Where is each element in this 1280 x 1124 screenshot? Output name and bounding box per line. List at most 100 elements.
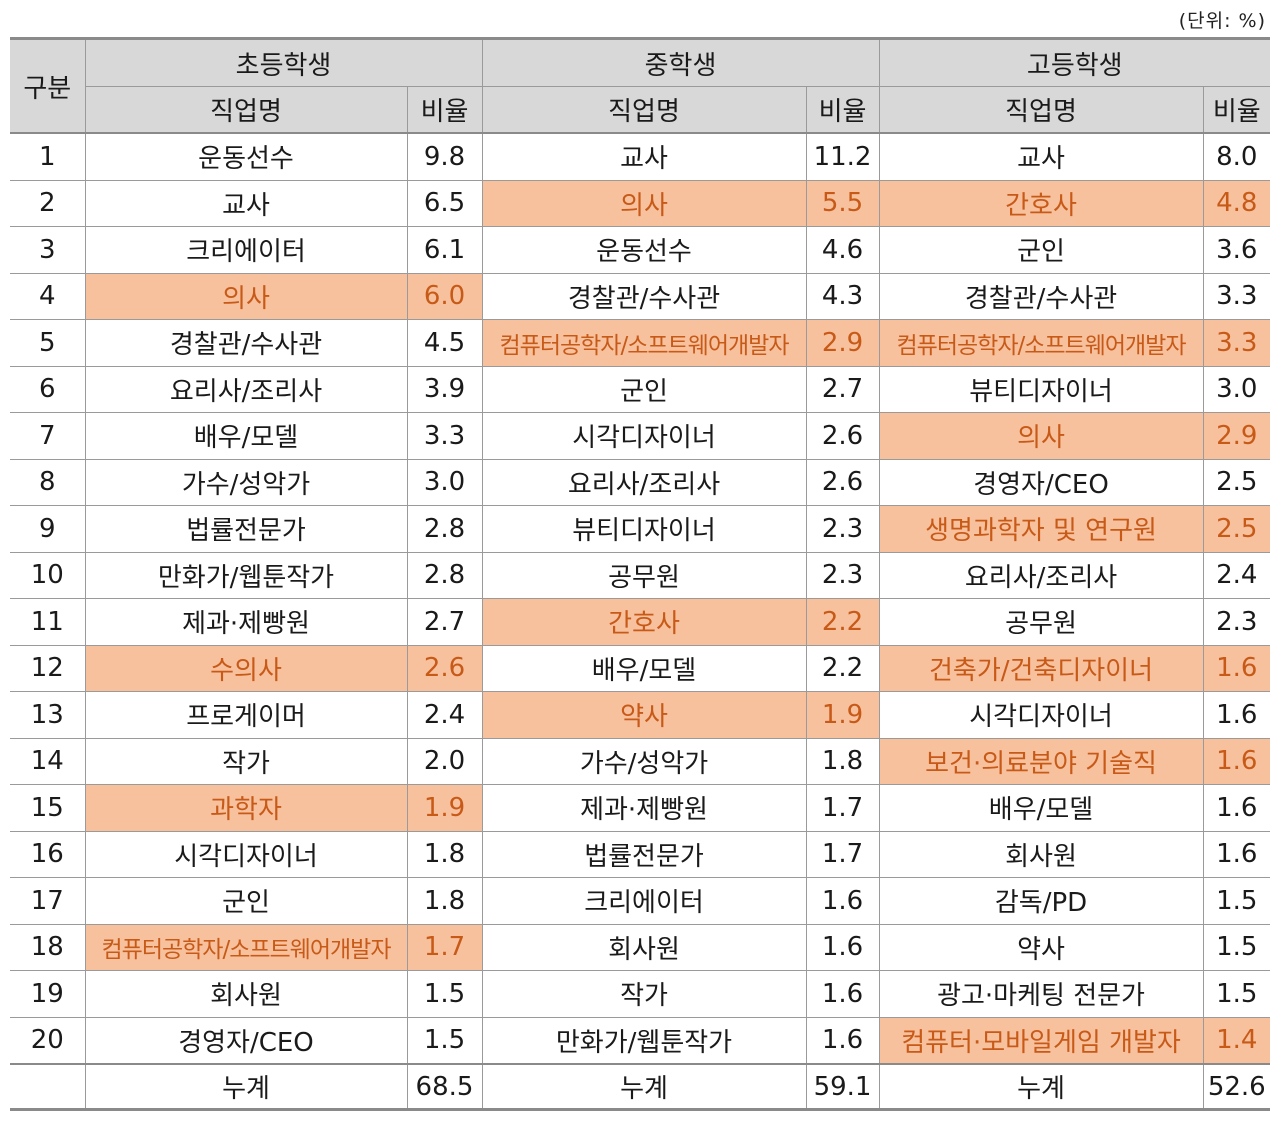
table-row: 3 크리에이터 6.1 운동선수 4.6 군인 3.6 xyxy=(10,226,1271,274)
ratio-cell-high: 2.3 xyxy=(1202,598,1271,646)
job-cell-high: 보건·의료분야 기술직 xyxy=(878,737,1204,785)
table-body: 1 운동선수 9.8 교사 11.2 교사 8.0 2 교사 6.5 의사 5.5 간호사 4.8 3 크리에… xyxy=(10,132,1271,1065)
ratio-cell-high: 2.5 xyxy=(1202,458,1271,506)
ratio-header-elementary: 비율 xyxy=(406,86,483,134)
job-cell-elementary: 경영자/CEO xyxy=(84,1016,408,1065)
ratio-cell-middle: 1.6 xyxy=(805,970,880,1018)
ratio-cell-middle: 1.8 xyxy=(805,737,880,785)
job-cell-elementary: 시각디자이너 xyxy=(84,830,408,878)
job-cell-middle: 작가 xyxy=(481,970,807,1018)
ratio-header-middle: 비율 xyxy=(805,86,880,134)
table-row: 19 회사원 1.5 작가 1.6 광고·마케팅 전문가 1.5 xyxy=(10,970,1271,1018)
job-cell-high: 경영자/CEO xyxy=(878,458,1204,506)
job-cell-elementary: 경찰관/수사관 xyxy=(84,319,408,367)
ratio-cell-high: 1.5 xyxy=(1202,970,1271,1018)
job-cell-middle: 제과·제빵원 xyxy=(481,784,807,832)
rank-header: 구분 xyxy=(10,37,86,134)
ratio-cell-middle: 1.6 xyxy=(805,877,880,925)
job-cell-high: 요리사/조리사 xyxy=(878,551,1204,599)
job-cell-middle: 경찰관/수사관 xyxy=(481,272,807,320)
table-row: 9 법률전문가 2.8 뷰티디자이너 2.3 생명과학자 및 연구원 2.5 xyxy=(10,505,1271,553)
rank-cell: 9 xyxy=(10,505,86,553)
total-value-elementary: 68.5 xyxy=(406,1063,483,1111)
job-cell-high: 컴퓨터·모바일게임 개발자 xyxy=(878,1016,1204,1065)
ratio-cell-elementary: 6.5 xyxy=(406,179,483,227)
ratio-cell-high: 4.8 xyxy=(1202,179,1271,227)
table-row: 13 프로게이머 2.4 약사 1.9 시각디자이너 1.6 xyxy=(10,691,1271,739)
ratio-cell-elementary: 6.1 xyxy=(406,226,483,274)
job-cell-elementary: 만화가/웹툰작가 xyxy=(84,551,408,599)
ratio-cell-middle: 4.6 xyxy=(805,226,880,274)
ratio-cell-middle: 11.2 xyxy=(805,132,880,181)
total-label-high: 누계 xyxy=(878,1063,1204,1111)
table-row: 16 시각디자이너 1.8 법률전문가 1.7 회사원 1.6 xyxy=(10,830,1271,878)
job-cell-high: 약사 xyxy=(878,923,1204,971)
rank-cell: 3 xyxy=(10,226,86,274)
ratio-header-high: 비율 xyxy=(1202,86,1271,134)
ratio-cell-elementary: 2.0 xyxy=(406,737,483,785)
ratio-cell-high: 1.5 xyxy=(1202,923,1271,971)
ratio-cell-middle: 2.6 xyxy=(805,412,880,460)
ratio-cell-elementary: 1.5 xyxy=(406,1016,483,1065)
header-row-columns: 직업명 비율 직업명 비율 직업명 비율 xyxy=(10,86,1271,134)
job-cell-high: 컴퓨터공학자/소프트웨어개발자 xyxy=(878,319,1204,367)
ratio-cell-elementary: 2.8 xyxy=(406,505,483,553)
table-row: 12 수의사 2.6 배우/모델 2.2 건축가/건축디자이너 1.6 xyxy=(10,644,1271,692)
total-label-elementary: 누계 xyxy=(84,1063,408,1111)
job-cell-middle: 약사 xyxy=(481,691,807,739)
job-cell-elementary: 가수/성악가 xyxy=(84,458,408,506)
job-cell-elementary: 수의사 xyxy=(84,644,408,692)
job-cell-elementary: 회사원 xyxy=(84,970,408,1018)
ratio-cell-elementary: 3.3 xyxy=(406,412,483,460)
header-row-groups: 구분 초등학생 중학생 고등학생 xyxy=(10,37,1271,134)
job-cell-high: 감독/PD xyxy=(878,877,1204,925)
ratio-cell-elementary: 2.7 xyxy=(406,598,483,646)
group-header-middle: 중학생 xyxy=(481,37,880,87)
job-cell-elementary: 교사 xyxy=(84,179,408,227)
ratio-cell-high: 3.3 xyxy=(1202,319,1271,367)
job-header-middle: 직업명 xyxy=(481,86,807,134)
ratio-cell-middle: 2.9 xyxy=(805,319,880,367)
group-header-elementary: 초등학생 xyxy=(84,37,483,87)
total-value-high: 52.6 xyxy=(1202,1063,1271,1111)
ratio-cell-elementary: 1.7 xyxy=(406,923,483,971)
table-row: 17 군인 1.8 크리에이터 1.6 감독/PD 1.5 xyxy=(10,877,1271,925)
ratio-cell-high: 1.4 xyxy=(1202,1016,1271,1065)
job-cell-elementary: 군인 xyxy=(84,877,408,925)
ratio-cell-high: 1.6 xyxy=(1202,737,1271,785)
table-row: 5 경찰관/수사관 4.5 컴퓨터공학자/소프트웨어개발자 2.9 컴퓨터공학자/소프트웨… xyxy=(10,319,1271,367)
ratio-cell-high: 1.5 xyxy=(1202,877,1271,925)
ratio-cell-middle: 2.2 xyxy=(805,598,880,646)
table-row: 10 만화가/웹툰작가 2.8 공무원 2.3 요리사/조리사 2.4 xyxy=(10,551,1271,599)
total-rank-cell xyxy=(10,1063,86,1111)
ratio-cell-middle: 2.2 xyxy=(805,644,880,692)
job-cell-high: 군인 xyxy=(878,226,1204,274)
job-cell-middle: 법률전문가 xyxy=(481,830,807,878)
ratio-cell-middle: 2.3 xyxy=(805,551,880,599)
ratio-cell-middle: 1.9 xyxy=(805,691,880,739)
job-cell-high: 공무원 xyxy=(878,598,1204,646)
job-cell-high: 간호사 xyxy=(878,179,1204,227)
job-cell-middle: 회사원 xyxy=(481,923,807,971)
job-cell-elementary: 제과·제빵원 xyxy=(84,598,408,646)
ratio-cell-middle: 1.6 xyxy=(805,1016,880,1065)
rank-cell: 14 xyxy=(10,737,86,785)
ratio-cell-elementary: 1.9 xyxy=(406,784,483,832)
ratio-cell-high: 2.4 xyxy=(1202,551,1271,599)
job-cell-middle: 가수/성악가 xyxy=(481,737,807,785)
rank-cell: 15 xyxy=(10,784,86,832)
rank-cell: 16 xyxy=(10,830,86,878)
ratio-cell-elementary: 1.5 xyxy=(406,970,483,1018)
ratio-cell-high: 2.5 xyxy=(1202,505,1271,553)
group-header-high: 고등학생 xyxy=(878,37,1271,87)
job-cell-middle: 운동선수 xyxy=(481,226,807,274)
job-cell-middle: 간호사 xyxy=(481,598,807,646)
rank-cell: 5 xyxy=(10,319,86,367)
job-cell-high: 의사 xyxy=(878,412,1204,460)
table-row: 20 경영자/CEO 1.5 만화가/웹툰작가 1.6 컴퓨터·모바일게임 개발자 1.4 xyxy=(10,1016,1271,1065)
rank-cell: 7 xyxy=(10,412,86,460)
job-cell-middle: 요리사/조리사 xyxy=(481,458,807,506)
ratio-cell-middle: 1.6 xyxy=(805,923,880,971)
rank-cell: 11 xyxy=(10,598,86,646)
